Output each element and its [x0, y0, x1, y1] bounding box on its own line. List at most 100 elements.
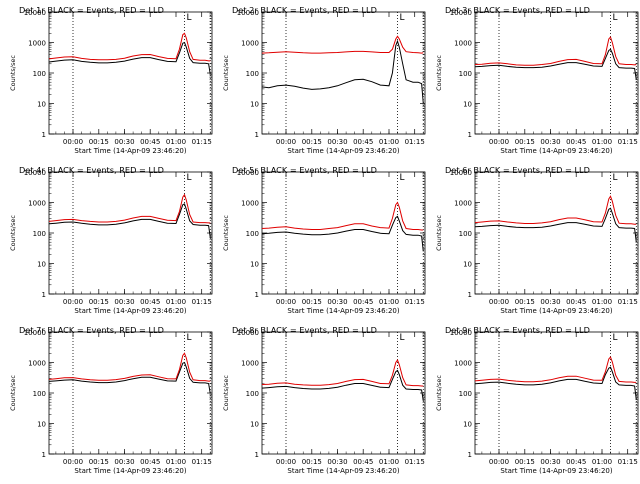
detector-panel: Det 5r BLACK = Events, RED = LLD 1 10 100 10… — [222, 165, 426, 315]
y-tick-label: 1 — [468, 291, 472, 299]
x-tick-label: 00:00 — [276, 298, 296, 306]
y-tick-label: 1000 — [241, 40, 259, 48]
y-axis-label: Counts/sec — [435, 215, 443, 251]
y-tick-label: 10000 — [24, 329, 46, 337]
x-tick-label: 00:15 — [89, 298, 109, 306]
y-tick-label: 1 — [255, 131, 259, 139]
x-tick-label: 00:30 — [114, 298, 134, 306]
panel-title: Det 7r BLACK = Events, RED = LLD — [19, 325, 164, 335]
y-axis-label: Counts/sec — [222, 215, 230, 251]
x-tick-label: 00:15 — [515, 298, 535, 306]
x-tick-label: 01:15 — [405, 298, 425, 306]
y-tick-label: 1 — [468, 451, 472, 459]
lld-series-line — [48, 193, 211, 224]
panel-title: Det 3r BLACK = Events, RED = LLD — [445, 5, 590, 15]
y-tick-label: 1 — [255, 451, 259, 459]
y-axis-label: Counts/sec — [9, 215, 17, 251]
panel-title: Det 8r BLACK = Events, RED = LLD — [232, 325, 377, 335]
x-tick-label: 00:45 — [140, 458, 160, 466]
y-tick-label: 10 — [463, 101, 472, 109]
x-tick-label: 00:30 — [540, 458, 560, 466]
y-tick-label: 10000 — [237, 169, 259, 177]
detector-panel: Det 2r BLACK = Events, RED = LLD 1 10 100 10… — [222, 5, 426, 155]
x-tick-label: 00:15 — [302, 458, 322, 466]
y-tick-label: 100 — [33, 70, 46, 78]
y-tick-label: 10000 — [237, 329, 259, 337]
x-axis-label: Start Time (14-Apr-09 23:46:20) — [287, 307, 399, 315]
x-tick-label: 00:45 — [140, 298, 160, 306]
x-axis-label: Start Time (14-Apr-09 23:46:20) — [74, 467, 186, 475]
y-tick-label: 10 — [250, 261, 259, 269]
plot-frame — [48, 11, 213, 135]
lld-series-line — [48, 352, 211, 382]
x-tick-label: 01:00 — [379, 138, 399, 146]
events-series-line — [261, 369, 424, 401]
panel-title: Det 2r BLACK = Events, RED = LLD — [232, 5, 377, 15]
plot-frame — [48, 171, 213, 295]
detector-panel: Det 1r BLACK = Events, RED = LLD 1 10 100 10… — [9, 5, 213, 155]
events-series-line — [48, 41, 211, 75]
x-tick-label: 00:45 — [353, 298, 373, 306]
x-tick-label: 00:30 — [540, 298, 560, 306]
y-axis-label: Counts/sec — [435, 55, 443, 91]
x-tick-label: 01:00 — [379, 298, 399, 306]
x-tick-label: 00:00 — [63, 298, 83, 306]
y-tick-label: 1000 — [241, 360, 259, 368]
x-tick-label: 00:15 — [515, 138, 535, 146]
y-tick-label: 100 — [459, 390, 472, 398]
flare-marker-label: L — [187, 333, 192, 343]
detector-panel: Det 8r BLACK = Events, RED = LLD 1 10 100 10… — [222, 325, 426, 475]
x-tick-label: 00:15 — [515, 458, 535, 466]
y-tick-label: 10 — [37, 421, 46, 429]
x-tick-label: 00:00 — [63, 458, 83, 466]
y-tick-label: 100 — [33, 230, 46, 238]
detector-panel: Det 9r BLACK = Events, RED = LLD 1 10 100 10… — [435, 325, 639, 475]
x-tick-label: 01:00 — [166, 138, 186, 146]
flare-marker-label: L — [400, 13, 405, 23]
y-tick-label: 100 — [246, 390, 259, 398]
y-tick-label: 10000 — [450, 169, 472, 177]
y-tick-label: 100 — [246, 230, 259, 238]
detector-panel: Det 3r BLACK = Events, RED = LLD 1 10 100 10… — [435, 5, 639, 155]
y-tick-label: 10000 — [24, 169, 46, 177]
flare-marker-label: L — [187, 173, 192, 183]
y-tick-label: 1 — [42, 451, 46, 459]
detector-panel: Det 4r BLACK = Events, RED = LLD 1 10 100 10… — [9, 165, 213, 315]
y-tick-label: 1000 — [454, 40, 472, 48]
y-axis-label: Counts/sec — [9, 375, 17, 411]
y-tick-label: 10 — [463, 261, 472, 269]
x-tick-label: 00:00 — [489, 138, 509, 146]
x-tick-label: 00:00 — [276, 458, 296, 466]
y-tick-label: 1 — [468, 131, 472, 139]
panel-title: Det 4r BLACK = Events, RED = LLD — [19, 165, 164, 175]
x-tick-label: 00:15 — [302, 138, 322, 146]
events-series-line — [474, 207, 637, 243]
plot-frame — [261, 171, 426, 295]
flare-marker-label: L — [613, 173, 618, 183]
x-tick-label: 01:00 — [166, 458, 186, 466]
y-tick-label: 10 — [463, 421, 472, 429]
x-tick-label: 00:45 — [566, 138, 586, 146]
plot-frame — [261, 11, 426, 135]
x-tick-label: 01:00 — [592, 458, 612, 466]
y-tick-label: 1 — [42, 131, 46, 139]
x-tick-label: 00:15 — [89, 458, 109, 466]
plot-frame — [261, 331, 426, 455]
plot-frame — [474, 171, 639, 295]
y-tick-label: 100 — [246, 70, 259, 78]
x-tick-label: 00:45 — [566, 458, 586, 466]
y-axis-label: Counts/sec — [9, 55, 17, 91]
y-tick-label: 1 — [255, 291, 259, 299]
y-tick-label: 10000 — [24, 9, 46, 17]
panel-title: Det 1r BLACK = Events, RED = LLD — [19, 5, 164, 15]
flare-marker-label: L — [613, 333, 618, 343]
lld-series-line — [48, 32, 211, 62]
panel-title: Det 6r BLACK = Events, RED = LLD — [445, 165, 590, 175]
lld-series-line — [261, 201, 424, 231]
x-tick-label: 00:00 — [489, 298, 509, 306]
x-tick-label: 01:00 — [379, 458, 399, 466]
x-tick-label: 01:15 — [405, 138, 425, 146]
x-axis-label: Start Time (14-Apr-09 23:46:20) — [287, 467, 399, 475]
x-tick-label: 01:15 — [192, 458, 212, 466]
